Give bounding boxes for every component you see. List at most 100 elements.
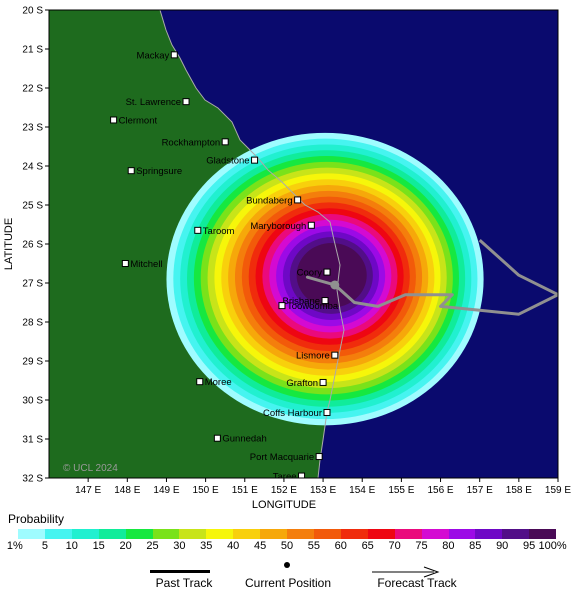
lat-tick-label: 31 S [22,435,43,446]
legend-color-cell [394,529,422,539]
legend-color-cell [98,529,126,539]
lat-tick-label: 25 S [22,201,43,212]
town-markers: Mackay St. Lawrence Clermont Rockhampton Gla… [110,50,339,478]
past-track-line-icon [150,570,210,573]
forecast-track-label: Forecast Track [377,576,457,590]
lat-tick-label: 23 S [22,123,43,134]
lon-tick-label: 150 E [193,485,219,496]
legend-tick-label: 75 [415,540,428,552]
legend-tick-label: 20 [119,540,132,552]
town-marker [194,226,202,234]
town-marker [127,167,135,175]
legend-color-cell [421,529,449,539]
legend-color-cell [44,529,72,539]
legend-tick-label: 15 [92,540,105,552]
legend-tick-label: 100% [538,540,567,552]
legend-color-cell [125,529,153,539]
probability-map: Mackay St. Lawrence Clermont Rockhampton Gla… [3,5,572,510]
forecast-track-arrow-icon [372,566,440,578]
lon-tick-label: 153 E [310,485,336,496]
legend-color-cell [179,529,207,539]
town-marker [221,138,229,146]
lon-tick-label: 148 E [114,485,140,496]
town-label: Gunnedah [222,434,266,445]
legend-tick-label: 60 [334,540,347,552]
legend-color-cell [340,529,368,539]
current-position-marker [330,280,340,290]
town-marker [121,260,129,267]
lon-tick-label: 157 E [467,485,493,496]
town-label: Maryborough [250,221,306,232]
lon-tick-label: 152 E [271,485,297,496]
town-label: Mitchell [130,259,162,270]
legend-tick-label: 85 [469,540,482,552]
town-label: Gladstone [206,156,249,167]
legend-color-cell [260,529,288,539]
legend-color-cell [475,529,503,539]
lon-tick-label: 156 E [427,485,453,496]
lat-tick-label: 30 S [22,396,43,407]
town-label: Coffs Harbour [263,408,322,419]
town-marker [323,268,331,276]
y-axis-title: LATITUDE [3,218,15,270]
legend-color-cell [71,529,99,539]
legend-tick-label: 80 [442,540,455,552]
town-marker [182,98,190,106]
legend-tick-label: 30 [173,540,186,552]
legend-tick-label: 10 [65,540,78,552]
town-marker [251,156,259,164]
lat-tick-label: 32 S [22,474,43,485]
x-axis-title: LONGITUDE [252,499,316,510]
town-marker [110,116,118,124]
town-label: Toowoomba [287,301,339,312]
legend-tick-label: 40 [227,540,240,552]
town-label: Port Macquarie [250,452,314,463]
lat-tick-label: 24 S [22,162,43,173]
legend-color-cell [448,529,476,539]
legend-color-cell [529,529,557,539]
lat-tick-label: 28 S [22,318,43,329]
town-marker [315,453,323,461]
lon-tick-label: 151 E [232,485,258,496]
lon-tick-label: 155 E [388,485,414,496]
past-track-label: Past Track [155,576,213,590]
lon-tick-label: 158 E [506,485,532,496]
current-position-dot-icon [284,562,290,568]
legend-color-cell [206,529,234,539]
legend-tick-label: 50 [280,540,294,552]
town-marker [319,378,327,386]
town-label: Springsure [136,166,182,177]
lat-tick-label: 20 S [22,6,43,17]
town-marker [331,351,339,359]
lat-tick-label: 21 S [22,45,43,56]
probability-color-bar [18,529,557,539]
lat-tick-label: 27 S [22,279,43,290]
town-label: Grafton [286,378,318,389]
lat-tick-label: 26 S [22,240,43,251]
town-label: Clermont [119,115,158,126]
town-marker [323,408,331,416]
legend-tick-label: 55 [307,540,321,552]
legend-tick-label: 95 [522,540,536,552]
legend-color-cell [233,529,261,539]
town-label: Lismore [296,351,330,362]
town-label: Coory [297,268,323,279]
legend-color-cell [18,529,45,539]
lat-tick-label: 22 S [22,84,43,95]
lat-tick-label: 29 S [22,357,43,368]
town-marker [213,434,221,442]
town-marker [170,51,178,59]
copyright-label: © UCL 2024 [63,463,118,474]
town-marker [298,472,306,478]
probability-bands [166,132,484,426]
lon-tick-label: 149 E [153,485,179,496]
legend-tick-label: 25 [146,540,159,552]
current-position-label: Current Position [244,576,332,590]
town-label: Moree [205,377,232,388]
legend-tick-label: 1% [6,540,23,552]
legend-tick-label: 35 [200,540,213,552]
legend-color-cell [287,529,314,539]
legend-tick-label: 70 [388,540,401,552]
legend-color-cell [502,529,530,539]
town-label: Mackay [137,50,170,61]
